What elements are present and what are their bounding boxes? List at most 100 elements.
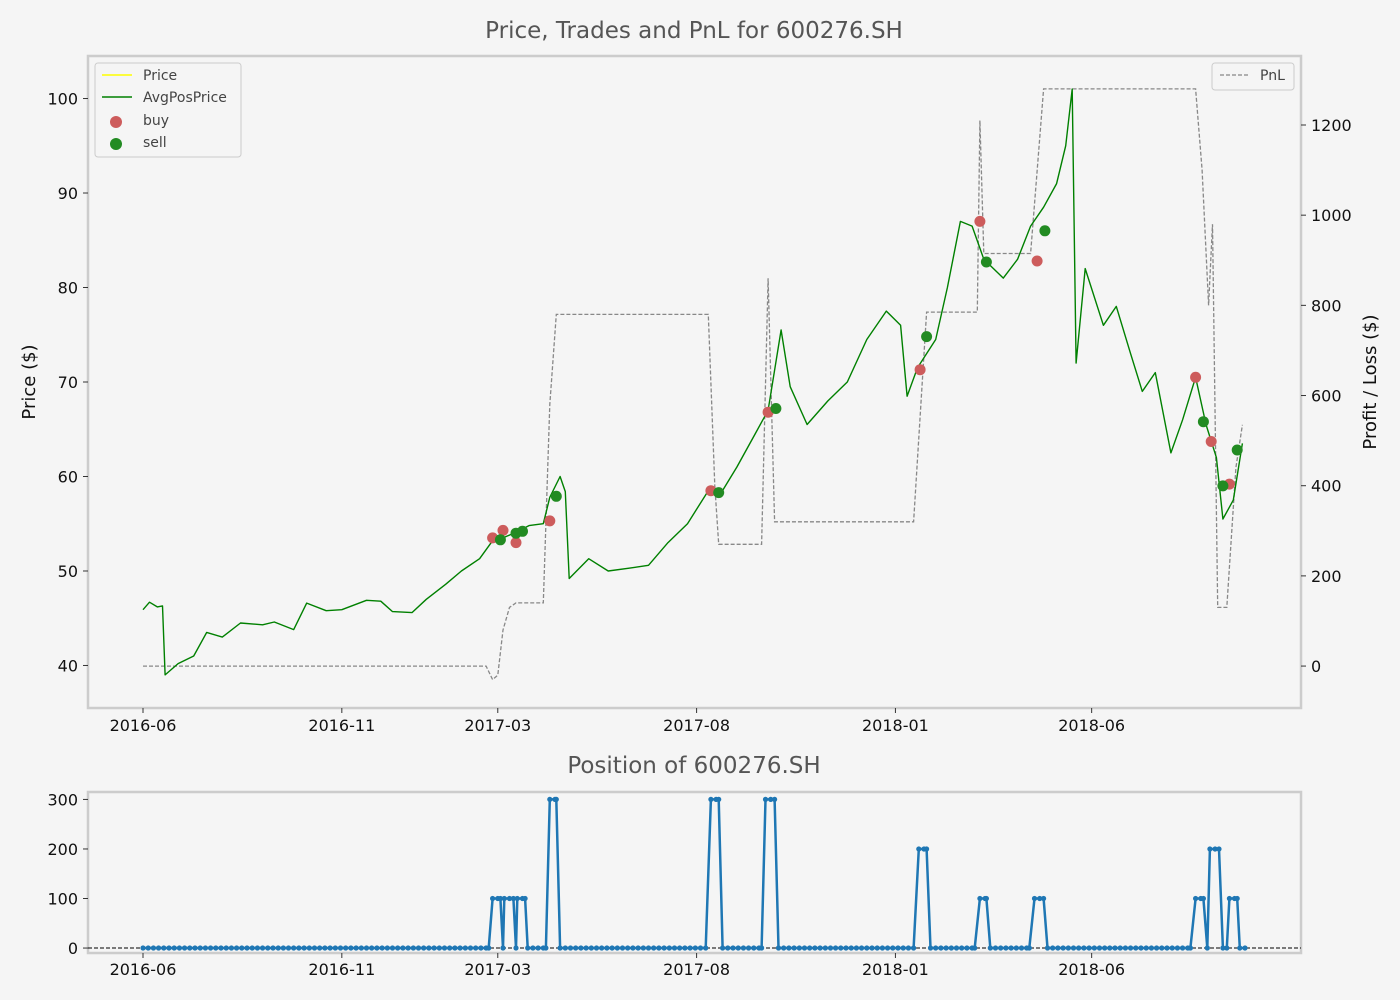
position-point — [573, 945, 579, 951]
position-point — [781, 945, 787, 951]
position-point — [943, 945, 949, 951]
position-point — [801, 945, 808, 951]
position-point — [838, 945, 844, 951]
position-point — [213, 945, 219, 951]
buy-marker — [1190, 371, 1202, 383]
sell-marker — [713, 487, 725, 499]
position-point — [176, 945, 182, 951]
position-point — [895, 945, 901, 951]
position-point — [625, 945, 631, 951]
position-point — [171, 945, 177, 951]
y-tick-label: 100 — [47, 90, 78, 109]
sell-marker — [921, 331, 933, 343]
sell-marker — [517, 525, 528, 537]
position-point — [395, 945, 401, 951]
x-tick-label: 2017-03 — [464, 960, 531, 979]
position-point — [490, 895, 496, 902]
position-point — [720, 945, 726, 951]
position-point — [467, 945, 474, 951]
position-point — [1164, 945, 1170, 951]
position-chart-title: Position of 600276.SH — [567, 753, 820, 779]
position-point — [762, 796, 769, 803]
position-point — [1216, 846, 1222, 852]
position-point — [1174, 945, 1180, 951]
y-tick-label: 90 — [58, 184, 78, 203]
position-point — [759, 945, 765, 951]
position-point — [879, 945, 886, 951]
y-tick-label: 50 — [58, 562, 78, 581]
legend-avgposprice-label: AvgPosPrice — [143, 90, 227, 106]
position-point — [848, 945, 854, 951]
position-point — [1060, 945, 1066, 951]
x-tick-label: 2017-08 — [663, 960, 730, 979]
legend-left-box — [94, 62, 242, 158]
position-point — [1018, 945, 1025, 951]
position-point — [441, 945, 448, 951]
x-tick-label: 2018-06 — [1058, 716, 1125, 735]
position-point — [379, 945, 385, 951]
position-point — [145, 945, 151, 951]
position-point — [735, 945, 741, 951]
position-point — [1207, 846, 1213, 852]
position-point — [1159, 945, 1165, 951]
main-chart-title: Price, Trades and PnL for 600276.SH — [485, 18, 903, 44]
position-point — [530, 945, 536, 951]
position-point — [223, 945, 229, 951]
position-point — [998, 945, 1004, 951]
position-point — [317, 945, 323, 951]
position-plot-frame — [86, 790, 1303, 955]
position-point — [543, 945, 549, 951]
position-point — [1008, 945, 1014, 951]
position-point — [1212, 846, 1218, 852]
position-point — [864, 945, 870, 951]
y2-tick-label: 1000 — [1311, 206, 1352, 225]
position-point — [182, 945, 188, 951]
buy-marker — [510, 537, 522, 549]
position-point — [869, 945, 875, 951]
position-point — [1193, 895, 1199, 902]
pnl-line — [143, 88, 1244, 681]
position-point — [588, 945, 594, 951]
position-point — [972, 945, 978, 951]
position-point — [557, 945, 563, 951]
position-point — [1031, 895, 1038, 902]
position-point — [473, 945, 479, 951]
y-tick-label: 300 — [47, 790, 78, 809]
buy-marker — [914, 364, 926, 376]
position-point — [311, 945, 318, 951]
sell-marker — [494, 534, 506, 546]
buy-marker — [497, 524, 509, 536]
position-point — [197, 945, 203, 951]
position-point — [1180, 945, 1186, 951]
position-point — [900, 945, 906, 951]
position-point — [938, 945, 944, 951]
y-tick-label: 0 — [68, 939, 78, 958]
position-point — [772, 796, 778, 803]
position-point — [959, 945, 965, 951]
position-point — [187, 945, 193, 951]
position-point — [1237, 945, 1243, 951]
position-point — [156, 945, 162, 951]
position-point — [599, 945, 605, 951]
position-point — [822, 945, 828, 951]
sell-marker — [550, 490, 562, 502]
position-point — [161, 945, 167, 951]
position-point — [457, 945, 463, 951]
position-point — [786, 945, 792, 951]
position-point — [510, 895, 516, 902]
position-point — [384, 945, 390, 951]
position-point — [1055, 945, 1061, 951]
position-point — [486, 945, 492, 951]
position-point — [478, 945, 484, 951]
main-y-axis-left: 40 50 60 70 80 90 100 — [47, 90, 88, 675]
position-point — [1102, 945, 1108, 951]
main-y2-axis-label: Profit / Loss ($) — [1360, 314, 1381, 449]
position-point — [812, 945, 818, 951]
position-point — [166, 945, 172, 951]
position-point — [1096, 945, 1103, 951]
position-point — [666, 945, 672, 951]
position-point — [426, 945, 432, 951]
position-point — [1070, 945, 1077, 951]
position-point — [1226, 895, 1232, 902]
